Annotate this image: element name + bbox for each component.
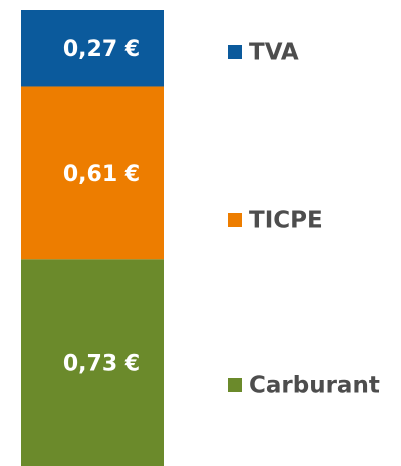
legend-swatch — [228, 213, 242, 227]
legend-swatch — [228, 45, 242, 59]
legend-swatch — [228, 378, 242, 392]
value-label: 0,61 € — [63, 162, 140, 187]
legend-label: Carburant — [249, 373, 380, 399]
value-label: 0,73 € — [63, 352, 140, 377]
bar-segment — [21, 259, 164, 466]
value-label: 0,27 € — [63, 37, 140, 62]
bar-segment — [21, 10, 164, 87]
legend-label: TVA — [249, 40, 299, 66]
bar-segment — [21, 86, 164, 260]
legend-label: TICPE — [249, 208, 323, 234]
